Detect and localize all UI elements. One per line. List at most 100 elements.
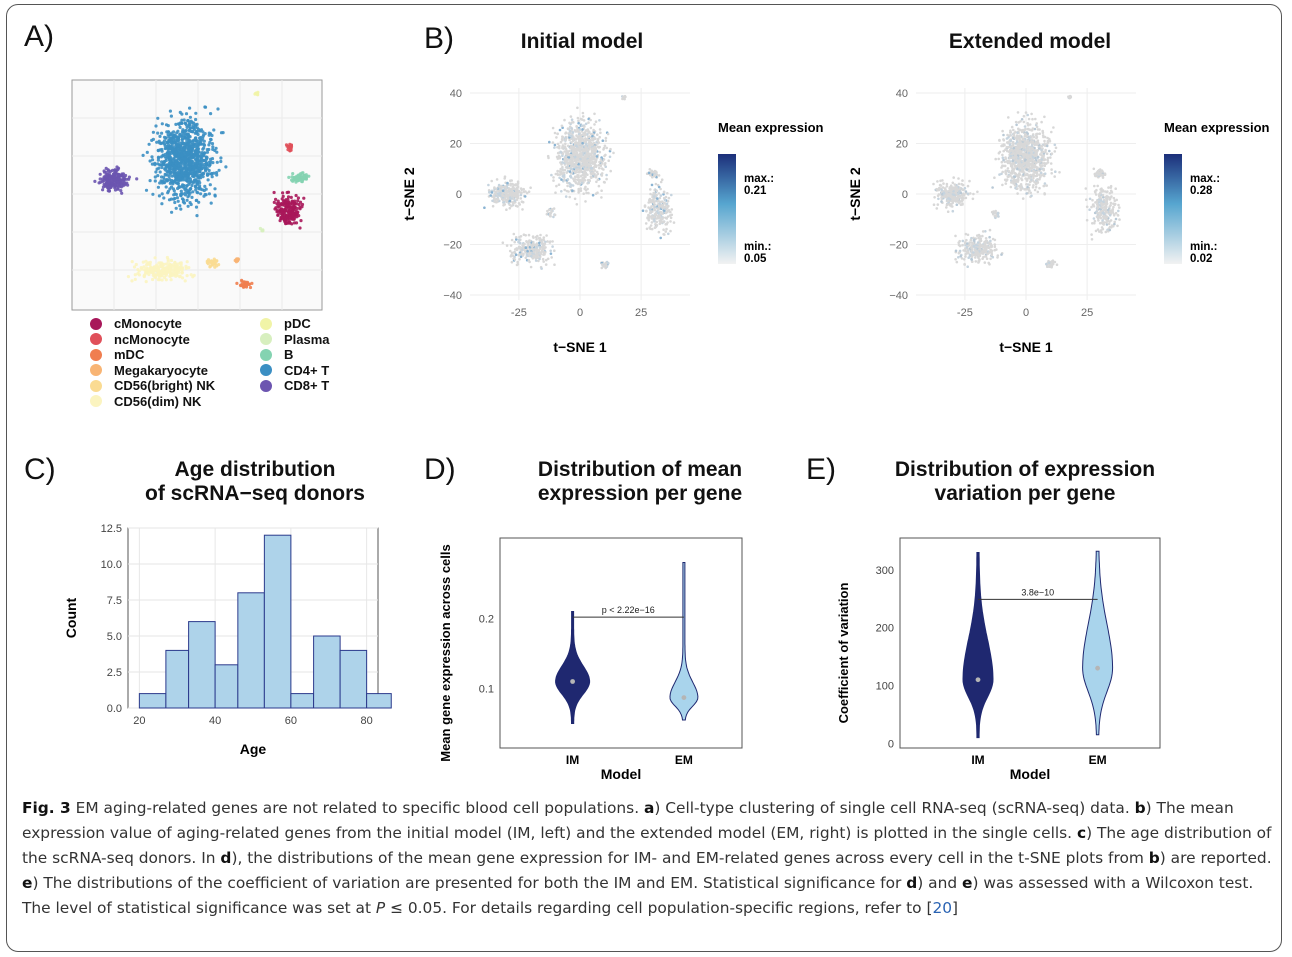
cell-point [656, 210, 659, 213]
cell-point [538, 257, 541, 261]
cell-point [188, 106, 192, 110]
cell-point [156, 273, 160, 277]
cell-point [663, 205, 667, 209]
cell-point [1034, 174, 1038, 178]
cell-point [540, 267, 543, 270]
cell-point [652, 170, 656, 174]
cell-point [208, 265, 212, 269]
cell-point [1028, 128, 1031, 131]
cell-point [530, 245, 534, 248]
cell-point [527, 242, 530, 246]
cell-point [158, 141, 162, 145]
cell-point [535, 238, 538, 241]
cell-point [176, 155, 180, 159]
cell-point [197, 173, 201, 178]
cell-point [656, 207, 659, 210]
cell-point [568, 138, 571, 142]
cell-point [1030, 138, 1034, 141]
cell-point [573, 175, 577, 178]
cell-point [508, 196, 512, 199]
cell-point [580, 130, 584, 133]
cell-point [571, 184, 575, 187]
cell-point [665, 217, 668, 220]
cell-point [160, 122, 164, 126]
cell-point [578, 134, 582, 138]
y-tick-label: −20 [443, 239, 462, 251]
cell-point [519, 255, 523, 258]
cell-point [181, 266, 185, 270]
cell-point [1049, 162, 1053, 165]
cell-point [504, 189, 508, 192]
cell-point [168, 109, 172, 113]
cell-point [599, 131, 602, 135]
cluster-cd4-t [141, 105, 228, 218]
cell-point [648, 168, 652, 171]
cell-point [1010, 181, 1013, 184]
cell-point [575, 161, 579, 164]
cell-point [1012, 182, 1015, 185]
cell-point [954, 191, 958, 194]
cell-point [1006, 133, 1009, 137]
cell-point [208, 140, 212, 145]
cell-point [491, 199, 494, 203]
cell-point [190, 183, 194, 188]
cell-point [497, 183, 501, 187]
cell-point [130, 260, 134, 264]
cell-point [235, 281, 239, 285]
cell-point [1022, 114, 1026, 118]
cell-point [566, 127, 570, 130]
cell-point [213, 193, 217, 197]
cell-point [191, 181, 195, 185]
cell-point [566, 144, 570, 148]
cell-point [1038, 160, 1041, 164]
cell-point [1022, 162, 1025, 166]
cell-point [641, 209, 645, 212]
cell-point [961, 243, 964, 247]
cell-point [584, 146, 587, 149]
cell-point [550, 256, 553, 259]
cell-point [145, 266, 149, 270]
cell-point [1023, 125, 1027, 128]
cell-point [1045, 144, 1049, 148]
cell-point [180, 121, 184, 125]
cell-point [534, 259, 538, 262]
cell-point [1042, 152, 1046, 155]
cell-point [946, 190, 950, 193]
cell-point [501, 198, 505, 202]
cell-point [1050, 172, 1053, 175]
cell-point [590, 157, 593, 160]
cell-point [508, 206, 512, 210]
cell-point [583, 179, 587, 182]
cell-point [652, 202, 656, 205]
cell-point [1008, 143, 1012, 146]
cell-point [1021, 159, 1025, 163]
legend-swatch [90, 348, 102, 361]
cell-point [296, 199, 300, 203]
cell-point [524, 246, 528, 249]
cell-point [647, 218, 651, 222]
cell-point [1029, 159, 1033, 163]
cell-point [133, 273, 137, 277]
cell-point [660, 218, 663, 222]
cell-point [190, 195, 194, 199]
cell-point [665, 227, 668, 231]
cell-point [186, 133, 190, 137]
cell-point [1026, 113, 1029, 117]
cell-point [1019, 120, 1022, 123]
cell-point [194, 188, 198, 192]
cell-point [182, 157, 187, 161]
cell-point [1034, 117, 1037, 121]
cell-point [213, 259, 217, 263]
cell-point [188, 115, 192, 119]
cell-point [300, 171, 304, 175]
cell-point [202, 146, 206, 150]
cell-point [957, 243, 961, 247]
cell-point [1036, 142, 1040, 145]
cell-point [183, 193, 188, 197]
cell-point [525, 240, 528, 243]
legend-item: CD8+ T [260, 378, 329, 393]
cell-point [219, 159, 223, 164]
cell-point [172, 193, 176, 197]
cell-point [666, 192, 669, 195]
y-tick-label: 20 [450, 139, 462, 151]
